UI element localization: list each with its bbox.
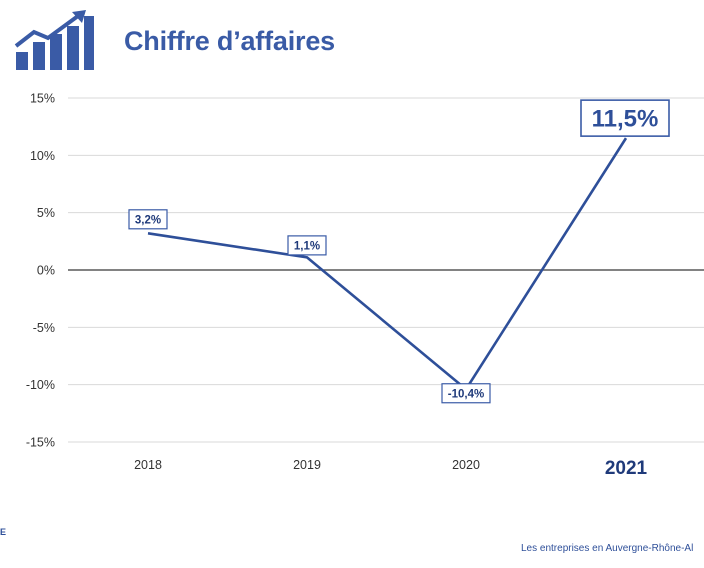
data-label-box: [441, 383, 491, 404]
data-label-box: [287, 235, 327, 256]
footer-left-text: E: [0, 527, 7, 537]
y-tick-label: -5%: [33, 321, 55, 335]
y-axis-ticks: 15% 10% 5% 0% -5% -10% -15%: [26, 92, 55, 450]
y-tick-label: -10%: [26, 378, 55, 392]
data-label-box: [128, 209, 168, 230]
line-chart: 15% 10% 5% 0% -5% -10% -15% 2018 2019 2020 2021 3…: [26, 92, 704, 479]
data-label-text: 1,1%: [294, 240, 320, 252]
data-label-text: -10,4%: [448, 388, 484, 400]
data-label-text: 11,5%: [592, 106, 659, 133]
data-label-text: 3,2%: [135, 214, 161, 226]
data-label: 11,5%: [580, 99, 670, 137]
series-line-path: [147, 137, 628, 392]
data-label: -10,4%: [441, 383, 491, 404]
series-line: [147, 137, 628, 392]
x-tick-label: 2018: [134, 458, 162, 472]
data-label: 3,2%: [128, 209, 168, 230]
x-axis-ticks: 2018 2019 2020 2021: [134, 458, 647, 479]
data-labels: 3,2% 1,1% -10,4% 11,5%: [128, 99, 670, 404]
chart-title: Chiffre d’affaires: [124, 26, 335, 56]
y-tick-label: 0%: [37, 264, 55, 278]
data-label-box: [580, 99, 670, 137]
y-tick-label: -15%: [26, 436, 55, 450]
x-tick-label: 2020: [452, 458, 480, 472]
x-tick-label: 2021: [605, 458, 648, 479]
x-tick-label: 2019: [293, 458, 321, 472]
y-tick-label: 5%: [37, 206, 55, 220]
y-tick-label: 15%: [30, 92, 55, 106]
footer-source-text: Les entreprises en Auvergne-Rhône-Al: [521, 543, 694, 554]
data-label: 1,1%: [287, 235, 327, 256]
gridlines: [68, 97, 704, 443]
growth-chart-icon: [14, 10, 94, 70]
y-tick-label: 10%: [30, 149, 55, 163]
